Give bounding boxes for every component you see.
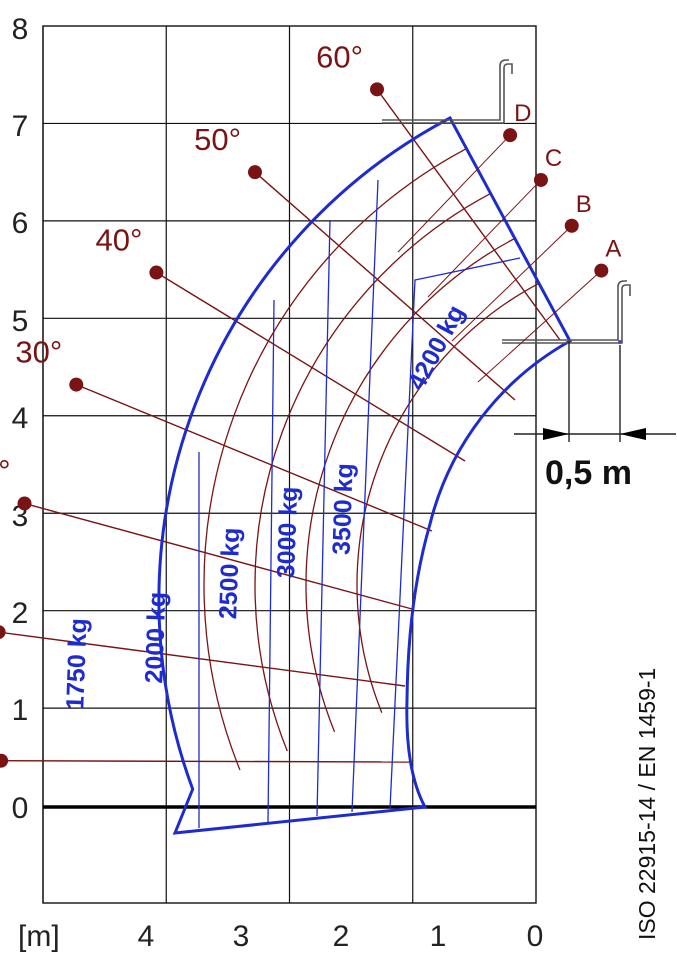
- boom-angle-dot: [247, 165, 262, 180]
- boom-angle-label: 50°: [194, 122, 241, 157]
- extension-arc: [254, 193, 491, 752]
- x-tick-label: 2: [333, 920, 350, 953]
- extension-label: A: [605, 236, 621, 263]
- load-zone-label: 2000 kg: [140, 591, 171, 684]
- extension-dot: [503, 128, 518, 143]
- boom-angle-markers: 0°10°20°30°40°50°60°: [0, 39, 385, 768]
- x-tick-label: 4: [138, 920, 155, 953]
- load-zone-boundary: [351, 179, 379, 813]
- axis-tick-labels: [m] 4 3 2 1 0 0 1 2 3 4 5 6 7 8: [12, 13, 544, 953]
- y-tick-label: 1: [12, 694, 29, 727]
- dimension-marker: 0,5 m: [514, 342, 676, 492]
- load-zone-boundary: [267, 299, 275, 823]
- boom-angle-lines: [0, 88, 561, 763]
- extension-leader: [427, 179, 542, 298]
- boom-angle-label: 30°: [15, 335, 62, 370]
- extension-leader: [477, 270, 602, 383]
- extension-label: D: [514, 100, 531, 127]
- extension-arc: [305, 238, 515, 733]
- load-zone-label: 3500 kg: [328, 463, 359, 556]
- boom-angle-label: 60°: [316, 39, 363, 74]
- x-tick-label: 3: [233, 920, 250, 953]
- boom-angle-dot: [17, 496, 32, 511]
- boom-angle-dot: [149, 265, 164, 280]
- extension-label: C: [545, 145, 562, 172]
- extension-leader: [397, 134, 511, 253]
- y-tick-label: 5: [12, 305, 29, 338]
- dimension-label: 0,5 m: [545, 454, 632, 492]
- fork-icon: [382, 59, 513, 124]
- boom-angle-line: [24, 502, 413, 610]
- x-tick-label: 0: [527, 920, 544, 953]
- boom-angle-line: [76, 383, 433, 532]
- y-tick-label: 0: [12, 792, 29, 825]
- y-tick-label: 4: [12, 402, 29, 435]
- boom-angle-dot: [0, 625, 6, 639]
- envelope-outline: [157, 115, 573, 835]
- extension-dot: [594, 263, 609, 278]
- x-tick-label: 1: [430, 920, 447, 953]
- y-tick-label: 6: [12, 207, 29, 240]
- x-unit-label: [m]: [18, 920, 60, 953]
- boom-angle-line: [156, 271, 466, 462]
- extension-label: B: [576, 191, 592, 218]
- extension-dot: [533, 172, 548, 187]
- working-envelope: [157, 115, 573, 835]
- chart-grid: [42, 25, 537, 904]
- boom-angle-label: 40°: [95, 223, 142, 258]
- load-zone-boundary: [316, 219, 331, 817]
- load-zone-boundaries: [198, 179, 521, 828]
- load-zone-label: 1750 kg: [61, 618, 92, 711]
- y-tick-label: 2: [12, 597, 29, 630]
- fork-icon: [502, 280, 631, 344]
- boom-angle-line: [0, 631, 406, 687]
- y-tick-label: 7: [12, 110, 29, 143]
- load-zone-label: 3000 kg: [272, 486, 303, 579]
- extension-leader: [451, 225, 573, 342]
- boom-angle-line: [254, 171, 516, 401]
- standard-label: ISO 22915-14 / EN 1459-1: [634, 668, 660, 940]
- boom-angle-dot: [69, 377, 84, 392]
- boom-angle-dot: [0, 753, 9, 768]
- boom-angle-line: [376, 88, 561, 341]
- boom-angle-dot: [370, 82, 385, 97]
- fork-symbols: [382, 59, 631, 344]
- extension-arc: [356, 283, 539, 713]
- load-zone-boundary: [389, 257, 521, 810]
- boom-angle-label: 20°: [0, 453, 11, 488]
- y-tick-label: 8: [12, 13, 29, 46]
- boom-angle-line: [1, 760, 413, 763]
- extension-dot: [564, 218, 579, 233]
- load-zone-label: 2500 kg: [214, 527, 245, 620]
